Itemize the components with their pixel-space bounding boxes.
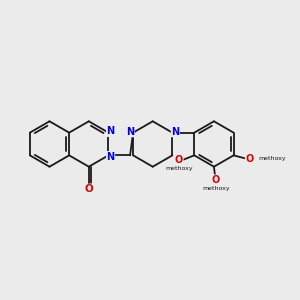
Text: N: N [126, 127, 134, 137]
Text: N: N [106, 127, 115, 136]
Text: methoxy: methoxy [259, 156, 286, 161]
Text: methoxy: methoxy [165, 166, 193, 171]
Text: O: O [245, 154, 253, 164]
Text: methoxy: methoxy [202, 186, 230, 191]
Text: N: N [171, 127, 179, 137]
Text: N: N [106, 152, 115, 161]
Text: O: O [84, 184, 93, 194]
Text: O: O [175, 155, 183, 165]
Text: O: O [211, 175, 220, 185]
